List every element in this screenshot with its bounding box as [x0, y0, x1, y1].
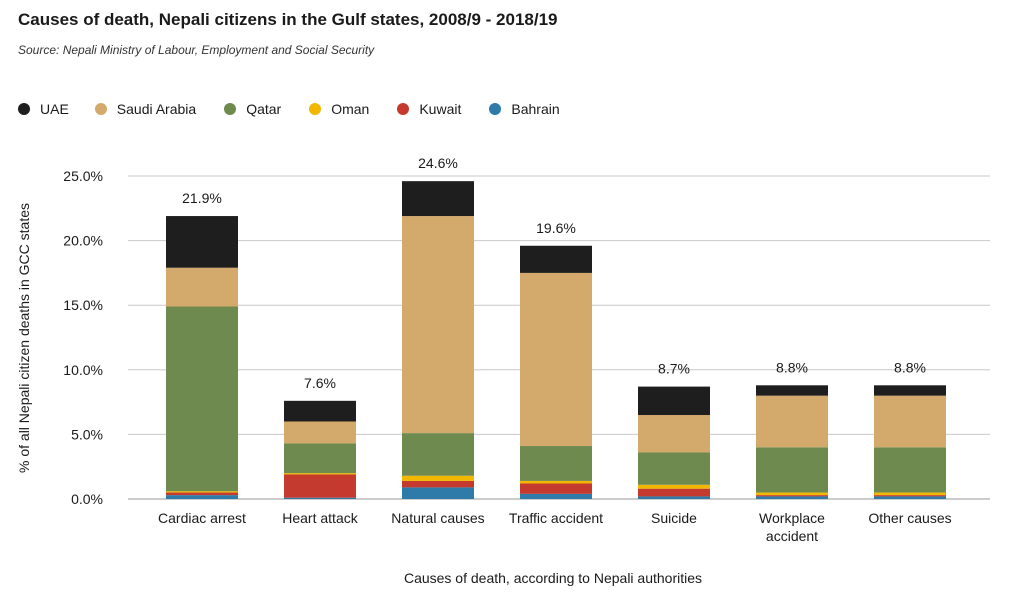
legend-swatch [397, 103, 410, 115]
bar-segment-saudi-arabia [874, 395, 946, 448]
x-tick-label: Workplace accident [759, 510, 825, 544]
bar-segment-saudi-arabia [638, 415, 710, 453]
x-tick-label: Suicide [651, 510, 697, 526]
bar-segment-qatar [402, 433, 474, 476]
bar-segment-bahrain [874, 496, 946, 499]
x-tick-label: Traffic accident [509, 510, 603, 526]
bar-segment-bahrain [284, 497, 356, 499]
bar-segment-saudi-arabia [520, 272, 592, 447]
legend-label: Qatar [246, 101, 282, 117]
x-tick-label: Other causes [868, 510, 951, 526]
legend-label: Saudi Arabia [116, 101, 197, 117]
bar-segment-qatar [756, 447, 828, 493]
bar-segment-uae [874, 385, 946, 396]
bar-total-label: 8.8% [894, 359, 926, 375]
bar-segment-uae [756, 385, 828, 396]
legend-item-saudi-arabia: Saudi Arabia [94, 101, 197, 117]
bar-segment-bahrain [402, 487, 474, 499]
bar-segment-oman [874, 492, 946, 496]
bar-segment-oman [520, 480, 592, 484]
bar-segment-oman [638, 484, 710, 489]
bar-segment-bahrain [638, 496, 710, 499]
legend-swatch [309, 103, 322, 115]
legend-label: Kuwait [419, 101, 462, 117]
y-tick-label: 25.0% [63, 168, 103, 184]
bar-total-label: 21.9% [182, 190, 222, 206]
bar-segment-qatar [874, 447, 946, 493]
y-tick-label: 0.0% [71, 491, 103, 507]
x-tick-label: Cardiac arrest [158, 510, 246, 526]
legend-item-kuwait: Kuwait [397, 101, 461, 117]
bar-segment-kuwait [638, 488, 710, 497]
legend: UAE Saudi Arabia Qatar Oman Kuwait Bahrain [18, 101, 560, 117]
bar-segment-qatar [520, 446, 592, 481]
chart-subtitle: Source: Nepali Ministry of Labour, Emplo… [18, 43, 375, 57]
bar-segment-oman [402, 475, 474, 481]
bar-segment-kuwait [756, 495, 828, 497]
bar-total-label: 19.6% [536, 220, 576, 236]
legend-swatch [224, 103, 237, 115]
bar-total-label: 7.6% [304, 375, 336, 391]
bar-segment-qatar [638, 452, 710, 485]
bar-segment-oman [284, 473, 356, 475]
legend-swatch [18, 103, 30, 115]
bar-segment-qatar [284, 443, 356, 474]
bar-segment-saudi-arabia [284, 421, 356, 444]
bar-segment-bahrain [166, 495, 238, 499]
bar-segment-bahrain [756, 496, 828, 499]
legend-label: Oman [331, 101, 370, 117]
y-tick-label: 5.0% [71, 426, 103, 442]
legend-swatch [489, 103, 502, 115]
legend-item-bahrain: Bahrain [489, 101, 560, 117]
legend-item-oman: Oman [309, 101, 369, 117]
bar-segment-kuwait [874, 495, 946, 497]
y-tick-label: 15.0% [63, 297, 103, 313]
y-tick-label: 20.0% [63, 233, 103, 249]
x-axis-title: Causes of death, according to Nepali aut… [404, 570, 702, 586]
bar-segment-saudi-arabia [166, 267, 238, 307]
legend-item-uae: UAE [18, 101, 69, 117]
x-tick-label: Natural causes [391, 510, 484, 526]
bar-segment-kuwait [520, 483, 592, 494]
bar-segment-oman [166, 491, 238, 493]
legend-label: Bahrain [511, 101, 560, 117]
legend-label: UAE [40, 101, 69, 117]
bar-segment-qatar [166, 306, 238, 492]
bar-total-label: 8.8% [776, 359, 808, 375]
bar-segment-bahrain [520, 493, 592, 499]
bar-segment-oman [756, 492, 828, 496]
y-tick-label: 10.0% [63, 362, 103, 378]
bar-segment-saudi-arabia [756, 395, 828, 448]
bar-segment-uae [284, 400, 356, 422]
chart-title: Causes of death, Nepali citizens in the … [18, 10, 558, 29]
bar-segment-kuwait [166, 492, 238, 496]
x-tick-label: Heart attack [282, 510, 358, 526]
legend-item-qatar: Qatar [224, 101, 281, 117]
bar-segment-uae [402, 181, 474, 217]
bar-total-label: 24.6% [418, 155, 458, 171]
bar-segment-kuwait [402, 480, 474, 488]
bar-segment-uae [166, 216, 238, 268]
bar-segment-saudi-arabia [402, 216, 474, 434]
bar-total-label: 8.7% [658, 361, 690, 377]
legend-swatch [94, 103, 107, 115]
bar-segment-uae [520, 245, 592, 273]
bar-segment-uae [638, 386, 710, 416]
bar-segment-kuwait [284, 474, 356, 498]
y-axis-title: % of all Nepali citizen deaths in GCC st… [16, 203, 32, 473]
